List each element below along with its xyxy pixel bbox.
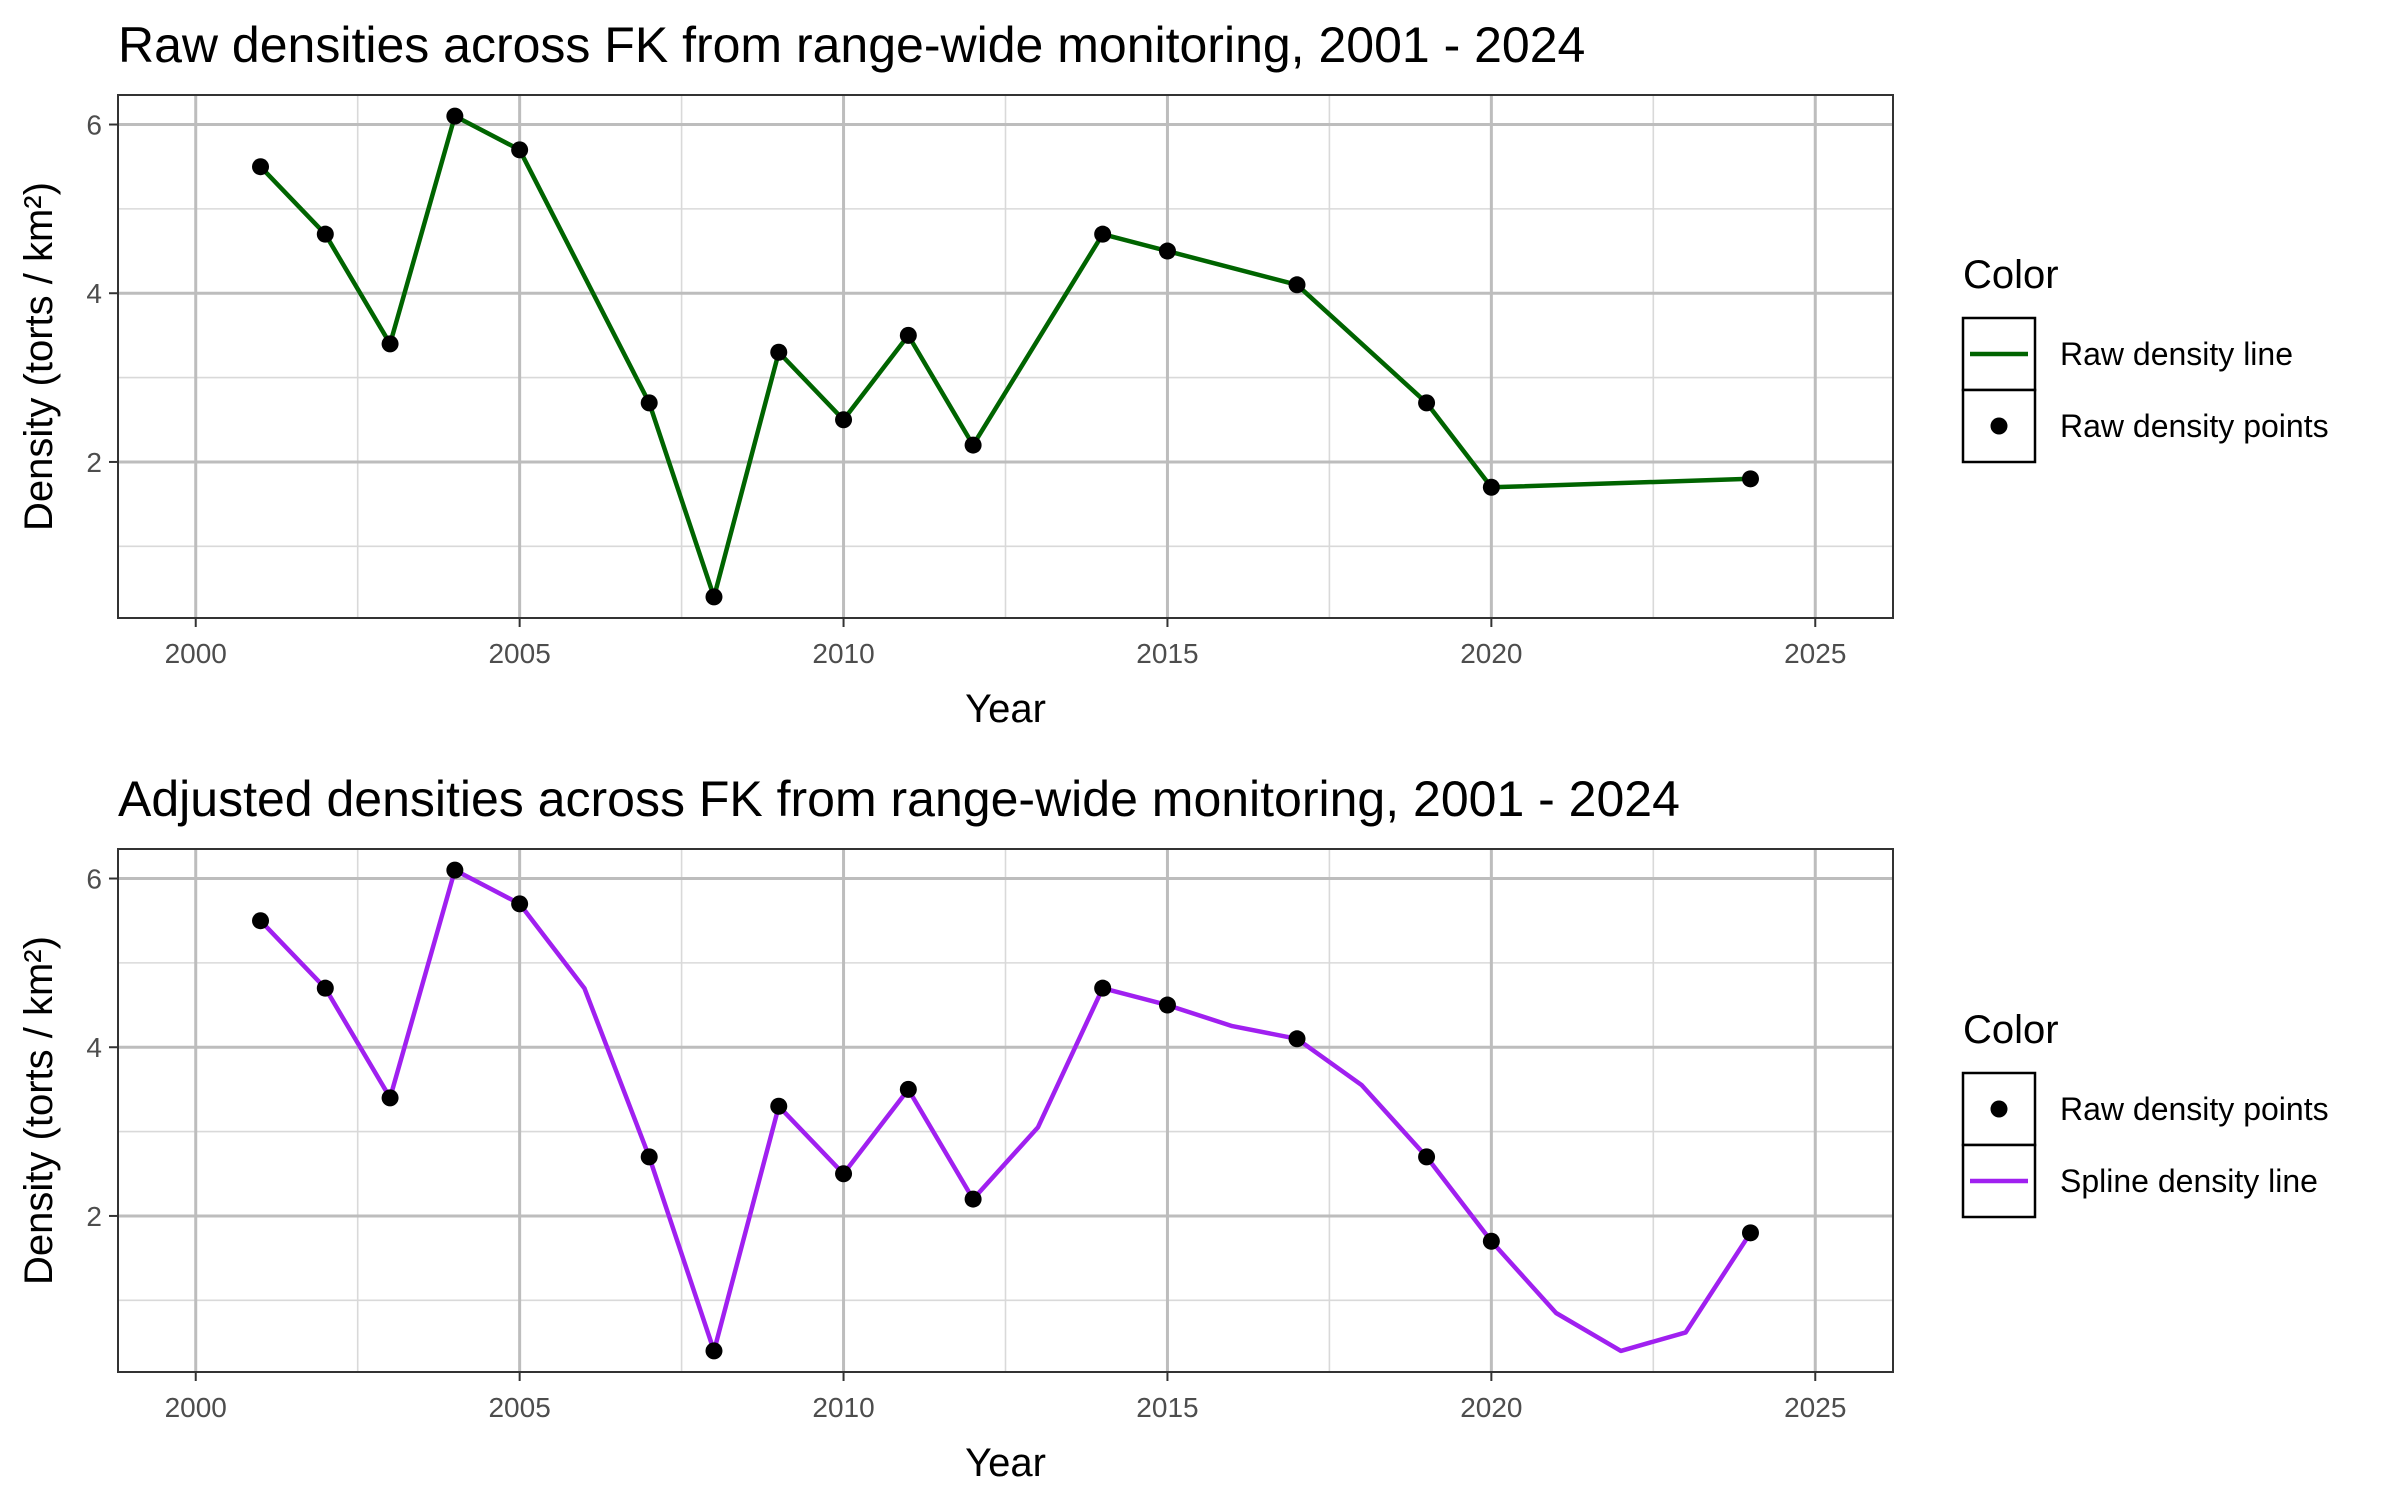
y-tick-label: 6	[86, 864, 102, 895]
data-point	[1741, 470, 1759, 488]
data-point	[1158, 996, 1176, 1014]
x-tick-label: 2015	[1136, 1392, 1198, 1423]
data-point	[835, 1165, 853, 1183]
data-point	[640, 1148, 658, 1166]
legend-label: Spline density line	[2060, 1163, 2318, 1199]
data-point	[316, 979, 334, 997]
legend-title: Color	[1963, 1008, 2059, 1052]
data-point	[381, 1089, 399, 1107]
legend-label: Raw density points	[2060, 408, 2329, 444]
legend-label: Raw density line	[2060, 336, 2293, 372]
panel-border	[117, 94, 1894, 619]
data-point	[1094, 979, 1112, 997]
x-tick-label: 2025	[1784, 638, 1846, 669]
chart-panel-1: Raw densities across FK from range-wide …	[17, 17, 2329, 731]
data-point	[1158, 242, 1176, 260]
data-point	[964, 436, 982, 454]
y-tick-label: 2	[86, 447, 102, 478]
data-point	[446, 107, 464, 125]
x-tick-label: 2005	[488, 1392, 550, 1423]
data-point	[252, 158, 270, 176]
legend: Color Raw density line Raw density points	[1961, 253, 2329, 464]
chart-title: Raw densities across FK from range-wide …	[118, 17, 1585, 73]
y-tick-label: 4	[86, 278, 102, 309]
legend-point-swatch	[1990, 417, 2008, 435]
data-point	[770, 343, 788, 361]
y-tick-label: 6	[86, 110, 102, 141]
data-point	[1288, 276, 1306, 294]
chart-title: Adjusted densities across FK from range-…	[118, 771, 1680, 827]
data-point	[899, 326, 917, 344]
data-point	[1418, 1148, 1436, 1166]
data-point	[511, 141, 529, 159]
data-point	[770, 1097, 788, 1115]
y-axis-label: Density (torts / km²)	[17, 182, 61, 531]
legend-point-swatch	[1990, 1100, 2008, 1118]
x-tick-label: 2010	[812, 1392, 874, 1423]
data-point	[316, 225, 334, 243]
data-point	[1288, 1030, 1306, 1048]
data-point	[1741, 1224, 1759, 1242]
data-point	[705, 1342, 723, 1360]
data-point	[835, 411, 853, 429]
x-tick-label: 2025	[1784, 1392, 1846, 1423]
x-axis-label: Year	[965, 687, 1046, 731]
data-point	[705, 588, 723, 606]
data-point	[1418, 394, 1436, 412]
x-tick-label: 2020	[1460, 638, 1522, 669]
data-point	[1482, 478, 1500, 496]
x-tick-label: 2000	[165, 638, 227, 669]
data-point	[1482, 1232, 1500, 1250]
x-tick-label: 2020	[1460, 1392, 1522, 1423]
series-line	[258, 867, 1753, 1354]
x-tick-label: 2005	[488, 638, 550, 669]
data-point	[1094, 225, 1112, 243]
data-point	[511, 895, 529, 913]
legend-title: Color	[1963, 253, 2059, 297]
legend-label: Raw density points	[2060, 1091, 2329, 1127]
y-tick-label: 2	[86, 1201, 102, 1232]
legend: Color Raw density points Spline density li…	[1961, 1008, 2329, 1219]
y-tick-label: 4	[86, 1032, 102, 1063]
data-point	[252, 912, 270, 930]
x-tick-label: 2000	[165, 1392, 227, 1423]
data-point	[640, 394, 658, 412]
data-point	[964, 1190, 982, 1208]
data-point	[381, 335, 399, 353]
panel-border	[117, 848, 1894, 1373]
data-point	[446, 861, 464, 879]
x-tick-label: 2010	[812, 638, 874, 669]
y-axis-label: Density (torts / km²)	[17, 936, 61, 1285]
chart-panel-2: Adjusted densities across FK from range-…	[17, 771, 2329, 1485]
x-axis-label: Year	[965, 1441, 1046, 1485]
data-point	[899, 1080, 917, 1098]
x-tick-label: 2015	[1136, 638, 1198, 669]
